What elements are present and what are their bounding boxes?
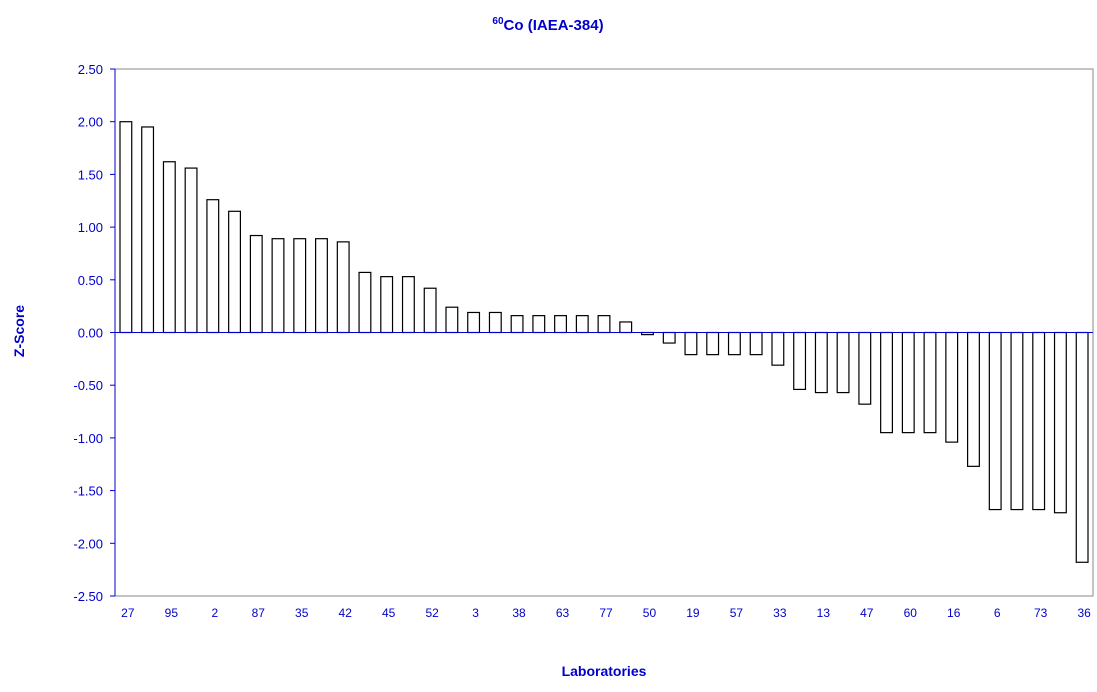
- x-tick-label: 38: [512, 606, 526, 620]
- bar: [554, 315, 568, 334]
- x-tick-label: 2: [211, 606, 218, 620]
- bar: [706, 331, 720, 356]
- title-mass-number: 60: [492, 16, 504, 27]
- y-tick-label: 0.50: [78, 273, 103, 288]
- bar: [966, 331, 980, 467]
- bar: [727, 331, 741, 356]
- x-tick-label: 19: [686, 606, 700, 620]
- bar: [293, 238, 307, 334]
- bar: [662, 331, 676, 344]
- y-tick-label: -0.50: [73, 378, 103, 393]
- bar: [619, 321, 633, 334]
- bar: [532, 315, 546, 334]
- x-tick-label: 33: [773, 606, 787, 620]
- y-tick-label: 0.00: [78, 326, 103, 341]
- bar: [1010, 331, 1024, 511]
- bar: [336, 241, 350, 334]
- x-tick-label: 35: [295, 606, 309, 620]
- x-tick-label: 77: [599, 606, 613, 620]
- bar: [597, 315, 611, 334]
- x-tick-label: 73: [1034, 606, 1048, 620]
- bar: [314, 238, 328, 334]
- bar: [749, 331, 763, 356]
- bar: [423, 287, 437, 334]
- bar: [880, 331, 894, 434]
- x-tick-label: 63: [556, 606, 570, 620]
- x-tick-label: 57: [730, 606, 744, 620]
- bar: [923, 331, 937, 434]
- x-tick-label: 27: [121, 606, 135, 620]
- bar: [771, 331, 785, 366]
- bar: [488, 311, 502, 334]
- bar: [945, 331, 959, 443]
- x-tick-label: 45: [382, 606, 396, 620]
- bar: [228, 210, 242, 334]
- bar: [1053, 331, 1067, 514]
- chart-title: 60Co (IAEA-384): [492, 16, 603, 34]
- y-tick-label: 1.50: [78, 167, 103, 182]
- y-axis-label: Z-Score: [11, 305, 27, 357]
- bar: [119, 121, 133, 334]
- y-tick-label: 2.00: [78, 115, 103, 130]
- x-tick-label: 6: [994, 606, 1001, 620]
- bar: [836, 331, 850, 394]
- bar: [684, 331, 698, 356]
- bar: [271, 238, 285, 334]
- bar: [184, 167, 198, 334]
- bar: [510, 315, 524, 334]
- bar: [206, 199, 220, 334]
- bar: [1075, 331, 1089, 563]
- bar: [445, 306, 459, 334]
- bar: [814, 331, 828, 394]
- bar: [141, 126, 155, 334]
- bar: [988, 331, 1002, 511]
- y-tick-label: -2.50: [73, 589, 103, 604]
- x-tick-label: 52: [425, 606, 439, 620]
- bar: [162, 161, 176, 334]
- x-tick-label: 95: [165, 606, 179, 620]
- x-tick-label: 87: [252, 606, 266, 620]
- bar: [793, 331, 807, 391]
- x-tick-label: 3: [472, 606, 479, 620]
- bar: [380, 276, 394, 334]
- x-tick-label: 60: [904, 606, 918, 620]
- bar: [401, 276, 415, 334]
- x-tick-label: 47: [860, 606, 874, 620]
- x-tick-label: 36: [1077, 606, 1091, 620]
- x-tick-label: 13: [817, 606, 831, 620]
- y-tick-label: -1.00: [73, 431, 103, 446]
- bar: [858, 331, 872, 405]
- bar: [1032, 331, 1046, 511]
- bar: [467, 311, 481, 334]
- x-tick-label: 16: [947, 606, 961, 620]
- bar: [575, 315, 589, 334]
- title-text: Co (IAEA-384): [504, 17, 604, 34]
- y-tick-label: -2.00: [73, 536, 103, 551]
- bar: [249, 234, 263, 334]
- bar: [358, 271, 372, 334]
- y-tick-label: -1.50: [73, 484, 103, 499]
- x-axis-label: Laboratories: [562, 663, 647, 679]
- y-tick-label: 1.00: [78, 220, 103, 235]
- x-tick-label: 42: [339, 606, 353, 620]
- y-tick-label: 2.50: [78, 62, 103, 77]
- x-tick-label: 50: [643, 606, 657, 620]
- bar: [901, 331, 915, 434]
